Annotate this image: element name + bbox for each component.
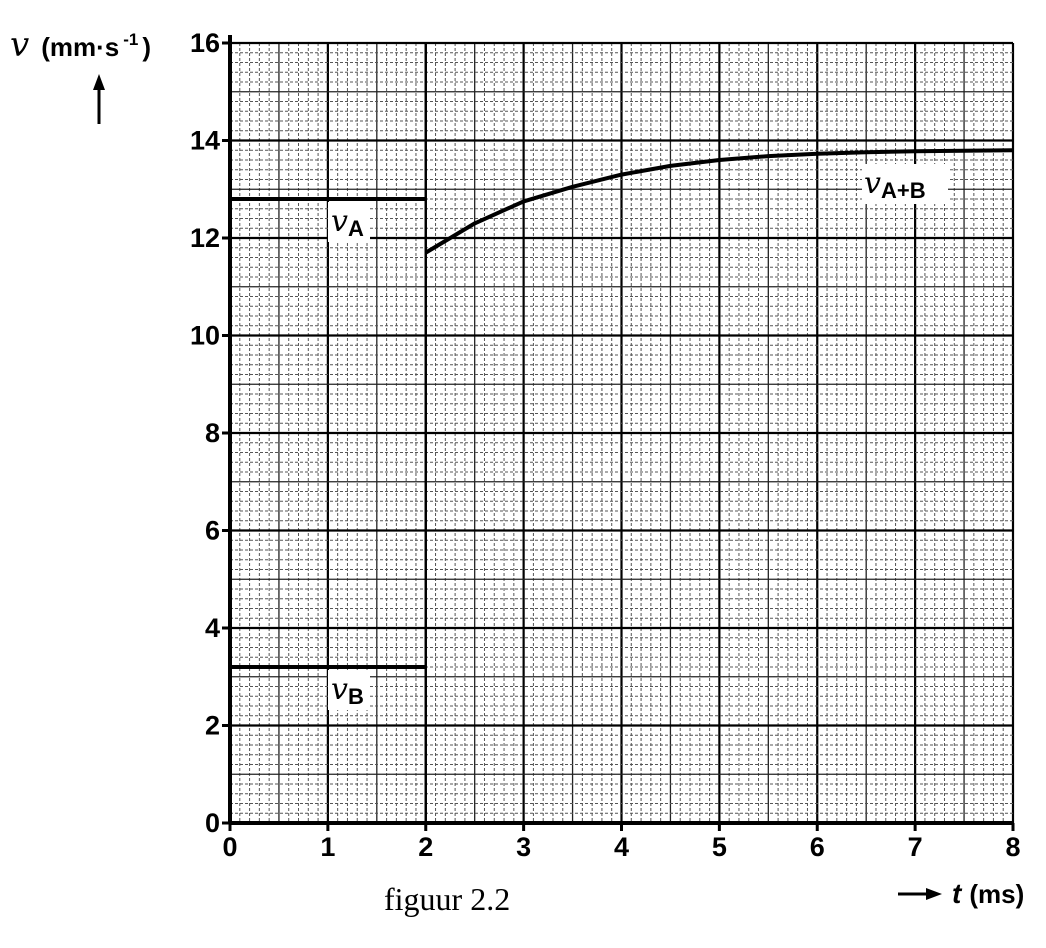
svg-text:vA: vA xyxy=(331,204,364,241)
y-tick-label: 6 xyxy=(205,516,220,546)
x-tick-label: 1 xyxy=(320,832,335,862)
y-axis-label: v (mm·s -1 ) xyxy=(10,25,151,65)
x-tick-label: 3 xyxy=(516,832,531,862)
series-label-a: vA xyxy=(328,202,370,242)
series-group xyxy=(230,43,1014,823)
x-axis-arrow-icon xyxy=(898,888,942,900)
y-axis-symbol: v xyxy=(10,25,29,65)
y-tick-label: 14 xyxy=(190,126,220,156)
grid xyxy=(228,41,1015,825)
x-tick-label: 5 xyxy=(712,832,727,862)
y-axis-unit-exponent: -1 xyxy=(123,30,138,49)
axes xyxy=(222,35,1015,831)
svg-text:vB: vB xyxy=(331,672,364,709)
x-axis-symbol: t xyxy=(952,878,963,909)
y-tick-label: 8 xyxy=(205,418,220,448)
figure-caption: figuur 2.2 xyxy=(384,881,510,917)
y-tick-label: 4 xyxy=(205,613,220,643)
series-label-b: vB xyxy=(328,670,370,710)
x-tick-label: 0 xyxy=(222,832,237,862)
y-tick-label: 12 xyxy=(190,223,220,253)
y-tick-label: 0 xyxy=(205,808,220,838)
y-axis-arrow-icon xyxy=(93,74,105,124)
svg-text:vA+B: vA+B xyxy=(864,166,926,203)
series-v-a-plus-b-curve xyxy=(424,148,1014,255)
y-axis-unit-close: ) xyxy=(142,32,151,62)
series-label-a-plus-b: vA+B xyxy=(862,164,948,204)
y-axis-unit: (mm·s xyxy=(41,32,119,62)
x-tick-label: 7 xyxy=(908,832,923,862)
y-tick-label: 2 xyxy=(205,711,220,741)
y-tick-label: 10 xyxy=(190,321,220,351)
y-tick-label: 16 xyxy=(190,28,220,58)
x-tick-label: 2 xyxy=(418,832,433,862)
x-tick-label: 6 xyxy=(810,832,825,862)
x-tick-label: 8 xyxy=(1005,832,1020,862)
x-axis-unit: (ms) xyxy=(969,879,1024,909)
x-tick-label: 4 xyxy=(614,832,629,862)
x-axis-label: t (ms) xyxy=(952,878,1024,909)
